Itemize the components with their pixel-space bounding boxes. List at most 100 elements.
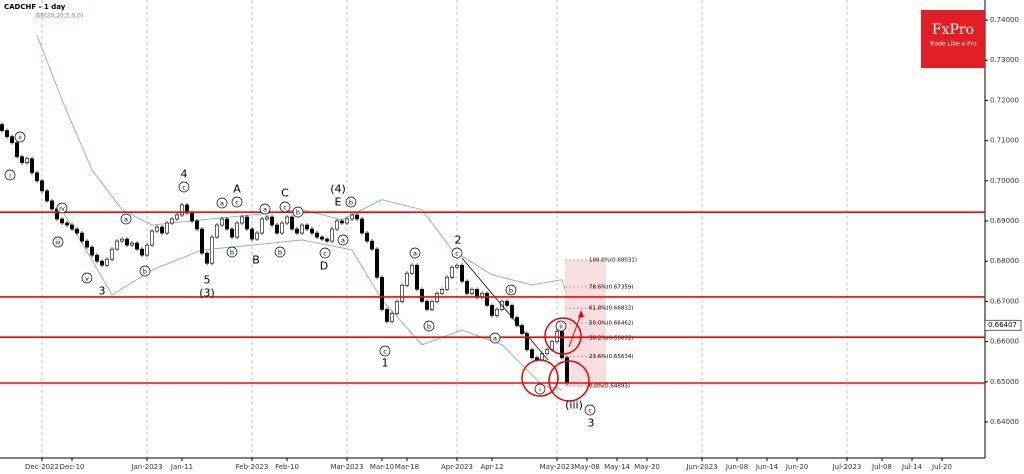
wave-circle [345, 196, 357, 208]
x-tick-label: Mar-2023 [330, 463, 363, 471]
x-tick-label: May-08 [574, 463, 600, 471]
wave-circle [231, 196, 243, 208]
candle [274, 224, 279, 234]
y-tick-label: 0.65000 [990, 378, 1019, 386]
candle [65, 222, 70, 226]
candle [150, 230, 155, 246]
wave-label: a [413, 250, 417, 258]
candle [220, 218, 225, 226]
x-tick-label: May-20 [634, 463, 660, 471]
candle [259, 218, 264, 234]
candle [429, 301, 434, 310]
candle [205, 252, 210, 264]
wave-circle [292, 206, 304, 218]
wave-label: b [143, 268, 147, 276]
x-tick-label: Dec-2022 [25, 463, 59, 471]
y-tick-label: 0.74000 [990, 16, 1019, 24]
wave-label: b [509, 287, 513, 295]
candle [90, 246, 95, 256]
candle [374, 248, 379, 278]
x-tick-label: Jul-14 [901, 463, 922, 471]
wave-circle [226, 246, 238, 258]
candle [235, 222, 240, 238]
wave-circle [584, 404, 596, 416]
candle [264, 216, 269, 220]
candle [379, 276, 384, 310]
candle [449, 266, 454, 278]
fibonacci-label: 61.8%(0.66832) [589, 306, 634, 312]
candle [394, 301, 399, 314]
fibonacci-label: 100.0%(0.68031) [589, 257, 637, 263]
x-tick-label: Apr-12 [480, 463, 503, 471]
candle [334, 220, 339, 230]
wave-label: c [383, 348, 387, 356]
wave-label: 2 [455, 234, 462, 247]
candle [100, 260, 105, 266]
wave-label: b [296, 209, 300, 217]
arrow-head [578, 310, 584, 318]
candle [255, 232, 260, 240]
fibonacci-label: 50.0%(0.66462) [589, 321, 634, 327]
candle [59, 218, 64, 224]
x-tick-label: Jul-20 [931, 463, 952, 471]
wave-label: b [349, 199, 353, 207]
wave-label: iii [55, 239, 61, 247]
candle [419, 289, 424, 302]
wave-circle [274, 246, 286, 258]
candle [15, 142, 20, 157]
x-tick-label: Feb-10 [275, 463, 299, 471]
wave-label: E [335, 196, 342, 209]
x-tick-label: May-2023 [540, 463, 575, 471]
candle [284, 216, 289, 224]
candle [165, 222, 170, 234]
candle [354, 214, 359, 220]
candle [230, 228, 235, 238]
candle [70, 224, 75, 230]
y-tick-label: 0.67000 [990, 297, 1019, 305]
wave-circle [337, 234, 349, 246]
wave-label: 3 [588, 417, 595, 430]
wave-label: a [263, 206, 267, 214]
candle [269, 216, 274, 226]
wave-circle [81, 272, 93, 284]
wave-circle [534, 383, 546, 395]
x-tick-label: Jan-11 [170, 463, 193, 471]
wave-label: v [85, 275, 89, 283]
indicator-label: BB(20,20,2,0,0) [36, 13, 83, 20]
candle [75, 228, 80, 234]
logo-tagline: Trade Like a Pro [928, 41, 977, 48]
candle [494, 309, 499, 316]
wave-label: (3) [199, 287, 215, 300]
candle [170, 218, 175, 224]
wave-circle [259, 203, 271, 215]
x-tick-label: May-14 [604, 463, 630, 471]
candle [245, 216, 250, 230]
wave-circle [451, 247, 463, 259]
wave-circle [505, 284, 517, 296]
candle [210, 236, 215, 264]
y-tick-label: 0.64000 [990, 418, 1019, 426]
wave-label: b [427, 323, 431, 331]
logo-brand: FxPro [932, 22, 974, 38]
candle [145, 244, 150, 256]
candle [414, 264, 419, 290]
y-tick-label: 0.70000 [990, 177, 1019, 185]
x-tick-label: Mar-18 [395, 463, 419, 471]
candle [439, 289, 444, 294]
candle [359, 218, 364, 234]
wave-label: c [323, 250, 327, 258]
candle [180, 204, 185, 216]
candle [80, 232, 85, 242]
y-tick-label: 0.68000 [990, 257, 1019, 265]
fibonacci-label: 23.6%(0.65634) [589, 354, 634, 360]
fibonacci-label: 78.6%(0.67359) [589, 284, 634, 290]
candle [289, 216, 294, 230]
candle [125, 238, 130, 246]
candle [454, 264, 459, 268]
wave-label: a [493, 335, 497, 343]
wave-label: b [230, 249, 234, 257]
x-tick-label: Mar-10 [370, 463, 394, 471]
wave-label: c [182, 184, 186, 192]
candle [319, 236, 324, 240]
